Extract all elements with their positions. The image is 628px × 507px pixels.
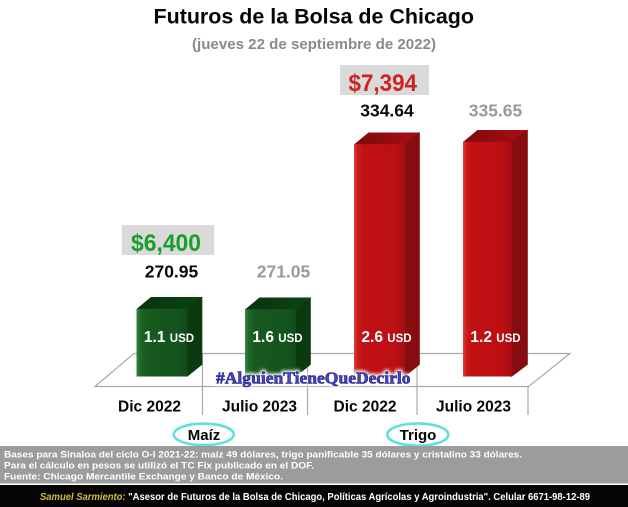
svg-text:$6,400: $6,400	[131, 230, 201, 257]
svg-text:Trigo: Trigo	[400, 427, 437, 444]
svg-text:335.65: 335.65	[469, 101, 523, 121]
svg-text:271.05: 271.05	[257, 262, 311, 282]
svg-text:Fuente: Chicago Mercantile Exc: Fuente: Chicago Mercantile Exchange y Ba…	[4, 472, 283, 482]
svg-text:1.1 USD: 1.1 USD	[144, 329, 194, 346]
svg-text:334.64: 334.64	[360, 101, 414, 121]
svg-text:2.6 USD: 2.6 USD	[361, 329, 411, 346]
svg-text:Dic 2022: Dic 2022	[334, 399, 397, 416]
svg-text:(jueves 22 de septiembre de 20: (jueves 22 de septiembre de 2022)	[192, 36, 436, 53]
svg-text:Futuros de la Bolsa de Chicago: Futuros de la Bolsa de Chicago	[154, 5, 475, 29]
svg-text:Para el cálculo en pesos se ut: Para el cálculo en pesos se utilizó el T…	[4, 461, 314, 471]
svg-text:Julio 2023: Julio 2023	[436, 399, 511, 416]
svg-text:Dic 2022: Dic 2022	[118, 399, 181, 416]
svg-text:270.95: 270.95	[145, 262, 199, 282]
svg-text:#AlguienTieneQueDecirlo: #AlguienTieneQueDecirlo	[216, 369, 411, 388]
svg-text:1.2 USD: 1.2 USD	[470, 329, 520, 346]
svg-text:Bases para Sinaloa del ciclo O: Bases para Sinaloa del ciclo O-I 2021-22…	[4, 450, 522, 460]
svg-text:1.6 USD: 1.6 USD	[252, 329, 302, 346]
svg-text:Maíz: Maíz	[188, 427, 221, 444]
svg-text:#AlguienTieneQueDecirlo: #AlguienTieneQueDecirlo	[216, 369, 411, 388]
svg-text:$7,394: $7,394	[349, 70, 418, 97]
svg-text:Julio 2023: Julio 2023	[222, 399, 297, 416]
svg-text:Samuel Sarmiento: "Asesor de F: Samuel Sarmiento: "Asesor de Futuros de …	[40, 492, 591, 503]
